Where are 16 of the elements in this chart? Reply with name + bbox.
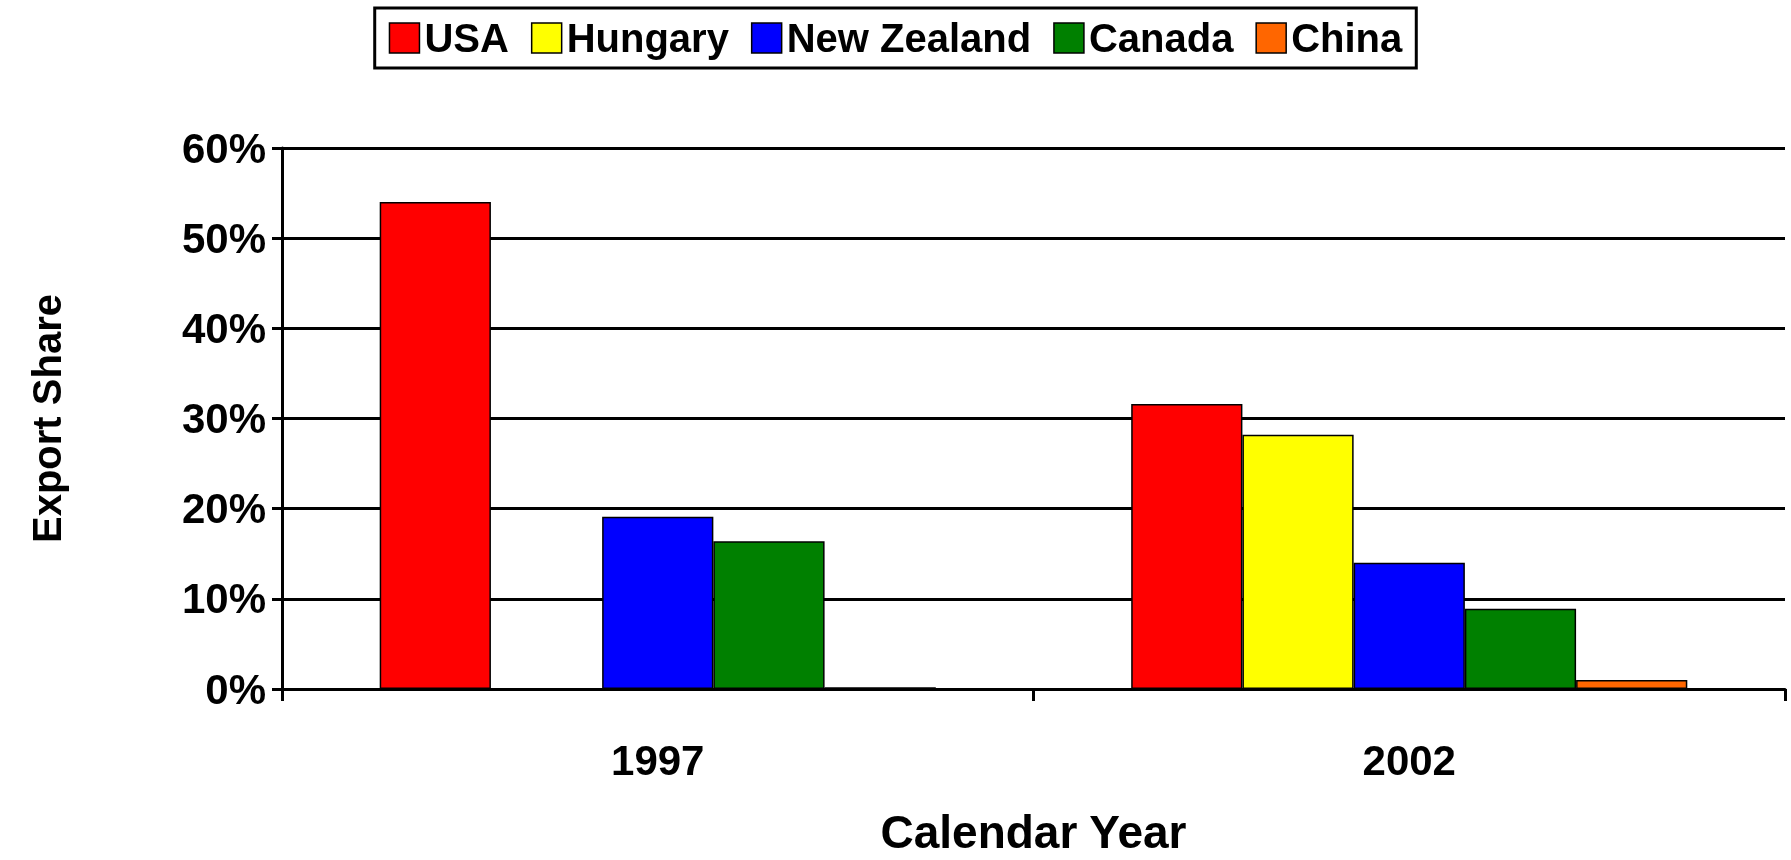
- y-tick-label: 40%: [181, 304, 266, 352]
- x-axis-title: Calendar Year: [880, 806, 1187, 858]
- y-tick-label: 60%: [181, 124, 266, 172]
- y-tick-label: 20%: [181, 485, 266, 533]
- y-tick-label: 50%: [181, 214, 266, 262]
- y-tick-label: 0%: [205, 665, 266, 713]
- x-tick-label: 2002: [1362, 736, 1456, 784]
- y-tick-label: 30%: [181, 395, 266, 442]
- y-tick-label: 10%: [181, 575, 266, 623]
- x-tick-label: 1997: [611, 736, 705, 784]
- legend-label: Hungary: [566, 16, 730, 60]
- legend-label: USA: [424, 16, 509, 60]
- legend-label: Canada: [1088, 16, 1235, 60]
- legend-label: New Zealand: [786, 16, 1032, 60]
- legend-label: China: [1291, 16, 1404, 60]
- y-axis-title: Export Share: [25, 294, 69, 543]
